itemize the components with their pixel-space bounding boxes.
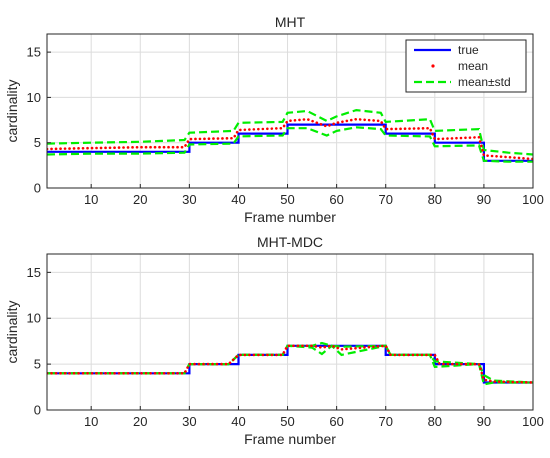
y-axis-label: cardinality: [4, 300, 20, 363]
x-axis-label: Frame number: [244, 209, 336, 225]
plot-area: [47, 254, 533, 410]
x-tick-label: 10: [84, 414, 98, 429]
y-tick-label: 5: [34, 135, 41, 150]
chart-panel-2: 10 20 30 40 50 60 70 80 90 100 0 5 10 15 MHT-MDC Frame …: [4, 234, 544, 447]
axes-box: [46, 253, 534, 411]
x-tick-label: 50: [280, 414, 294, 429]
y-tick-label: 0: [34, 403, 41, 418]
series-mean-plus-minus-std: [47, 108, 533, 156]
axes-box: [46, 33, 534, 189]
x-tick-label: 90: [477, 414, 491, 429]
legend-label: mean±std: [458, 75, 511, 89]
series-true: [47, 123, 533, 162]
y-tick-label: 10: [27, 311, 41, 326]
legend-label: mean: [458, 59, 488, 73]
x-tick-label: 100: [522, 414, 544, 429]
chart-panel-1: 10 20 30 40 50 60 70 80 90 100 0 5 10 15 MHT Frame numb…: [4, 14, 544, 225]
y-tick-label: 15: [27, 45, 41, 60]
legend: true mean mean±std: [405, 39, 527, 93]
x-tick-label: 70: [378, 192, 392, 207]
x-tick-label: 30: [182, 192, 196, 207]
x-tick-label: 60: [329, 414, 343, 429]
series-mean-minus-std: [47, 126, 533, 163]
x-tick-label: 30: [182, 414, 196, 429]
y-axis-label: cardinality: [4, 79, 20, 142]
x-tick-label: 10: [84, 192, 98, 207]
chart-title: MHT: [275, 14, 306, 30]
x-tick-label: 40: [231, 192, 245, 207]
chart-title: MHT-MDC: [257, 234, 323, 250]
x-tick-label: 60: [329, 192, 343, 207]
y-tick-label: 10: [27, 90, 41, 105]
x-tick-label: 40: [231, 414, 245, 429]
x-tick-label: 90: [477, 192, 491, 207]
series-mean: [47, 344, 533, 384]
x-tick-label: 20: [133, 414, 147, 429]
y-tick-label: 15: [27, 265, 41, 280]
x-tick-label: 70: [378, 414, 392, 429]
x-tick-label: 100: [522, 192, 544, 207]
y-tick-label: 5: [34, 357, 41, 372]
x-tick-label: 80: [428, 192, 442, 207]
x-axis-label: Frame number: [244, 431, 336, 447]
legend-box: [405, 39, 527, 93]
series-mean: [47, 117, 533, 161]
series-group: [47, 341, 533, 386]
legend-label: true: [458, 43, 479, 57]
x-tick-label: 20: [133, 192, 147, 207]
legend-swatch-mean: [431, 64, 435, 68]
y-tick-label: 0: [34, 181, 41, 196]
x-tick-label: 80: [428, 414, 442, 429]
series-group: [47, 108, 533, 163]
x-tick-label: 50: [280, 192, 294, 207]
